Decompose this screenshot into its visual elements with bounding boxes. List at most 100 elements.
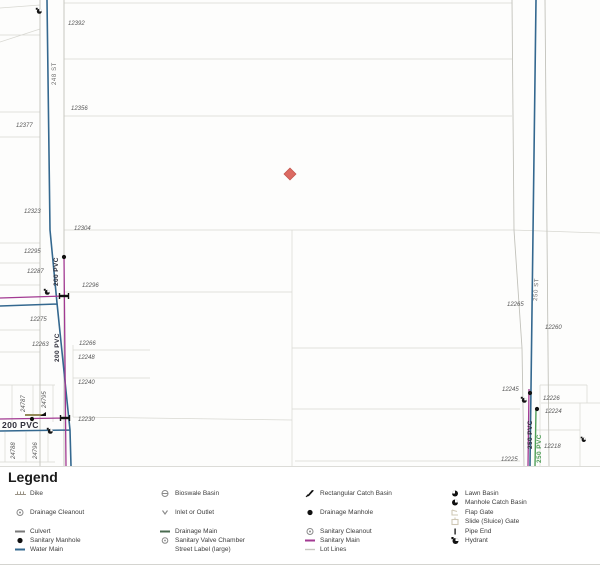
legend-label: Street Label (large) <box>175 546 231 553</box>
legend-column-1: Dike Drainage Cleanout Culvert Sanitary … <box>14 467 159 564</box>
parcel-label: 12226 <box>543 396 560 402</box>
selection-marker[interactable] <box>283 167 297 181</box>
pipe-size-label: 250 PVC <box>527 420 534 449</box>
legend-item-sanitary-main: Sanitary Main <box>304 536 360 545</box>
legend-item-hydrant: Hydrant <box>449 536 488 545</box>
legend-label: Flap Gate <box>465 509 494 516</box>
manhole-catch-basin-icon <box>449 498 462 507</box>
parcel-label: 12323 <box>24 209 41 215</box>
legend-label: Slide (Sluice) Gate <box>465 518 520 525</box>
legend-item-lawn-basin: Lawn Basin <box>449 489 499 498</box>
legend-label: Bioswale Basin <box>175 490 220 497</box>
culvert-icon <box>14 527 27 536</box>
inlet-or-outlet-icon <box>159 508 172 517</box>
hydrant-icon <box>520 396 527 403</box>
sanitary-main-icon <box>304 536 317 545</box>
legend-item-slide-sluice-gate: Slide (Sluice) Gate <box>449 517 519 526</box>
pipe-size-label: 200 PVC <box>54 333 61 362</box>
parcel-label: 12295 <box>24 249 41 255</box>
parcel-label: 12392 <box>68 21 85 27</box>
street-label: 248 ST <box>52 62 58 85</box>
legend-label: Sanitary Manhole <box>30 537 81 544</box>
parcel-label: 12260 <box>545 325 562 331</box>
legend-label: Inlet or Outlet <box>175 509 215 516</box>
legend-item-dike: Dike <box>14 489 43 498</box>
lawn-basin-icon <box>580 436 586 442</box>
legend-label: Lawn Basin <box>465 490 499 497</box>
water-main-lines <box>0 0 537 467</box>
street-label: 250 ST <box>533 278 541 301</box>
parcel-label: 12245 <box>502 387 519 393</box>
water-main-icon <box>14 545 27 554</box>
parcel-label: 12356 <box>71 106 88 112</box>
legend-title: Legend <box>8 469 58 485</box>
legend-item-drainage-manhole: Drainage Manhole <box>304 508 373 517</box>
parcel-label: 12377 <box>16 123 33 129</box>
legend-column-2: Bioswale Basin Inlet or Outlet Drainage … <box>159 467 304 564</box>
drainage-manhole-icon <box>304 508 317 517</box>
parcel-label: 12287 <box>27 269 44 275</box>
legend-label: Manhole Catch Basin <box>465 499 527 506</box>
hydrant-icon <box>43 288 50 295</box>
parcel-label: 12218 <box>544 444 561 450</box>
map-canvas[interactable]: 12392 12356 12377 12323 12304 12295 12287 12296… <box>0 0 600 467</box>
legend-item-water-main: Water Main <box>14 545 63 554</box>
map-viewport[interactable]: 12392 12356 12377 12323 12304 12295 12287 12296… <box>0 0 600 467</box>
drainage-main-icon <box>159 527 172 536</box>
legend-item-culvert: Culvert <box>14 527 51 536</box>
parcel-label: 24796 <box>33 442 39 460</box>
parcel-label: 12240 <box>78 380 95 386</box>
legend-column-4: Lawn Basin Manhole Catch Basin Flap Gate… <box>449 467 599 564</box>
slide-sluice-gate-icon <box>449 517 462 526</box>
legend-panel: Legend Dike Drainage Cleanout Culvert Sa… <box>0 466 600 565</box>
sanitary-manhole-icon <box>14 536 27 545</box>
legend-label: Rectangular Catch Basin <box>320 490 392 497</box>
legend-label: Drainage Cleanout <box>30 509 85 516</box>
hydrant-icon <box>35 7 42 14</box>
flap-gate-icon <box>449 508 462 517</box>
legend-label: Culvert <box>30 528 51 535</box>
legend-item-manhole-catch-basin: Manhole Catch Basin <box>449 498 527 507</box>
no-icon <box>159 545 172 554</box>
drainage-cleanout-icon <box>14 508 27 517</box>
legend-label: Dike <box>30 490 44 497</box>
road-edges <box>39 0 550 467</box>
lot-lines <box>0 2 600 466</box>
lot-lines-icon <box>304 545 317 554</box>
manhole-icon <box>527 390 533 396</box>
legend-item-drainage-cleanout: Drainage Cleanout <box>14 508 84 517</box>
pipe-size-label: 200 PVC <box>53 257 60 286</box>
legend-item-bioswale-basin: Bioswale Basin <box>159 489 219 498</box>
parcel-label: 12266 <box>79 341 96 347</box>
legend-label: Water Main <box>30 546 63 553</box>
legend-item-drainage-main: Drainage Main <box>159 527 217 536</box>
legend-item-rectangular-catch-basin: Rectangular Catch Basin <box>304 489 392 498</box>
hydrant-icon <box>449 536 462 545</box>
parcel-label: 12296 <box>82 283 99 289</box>
drainage-main-line <box>534 408 537 467</box>
legend-column-3: Rectangular Catch Basin Drainage Manhole… <box>304 467 449 564</box>
pipe-size-label: 250 PVC <box>536 434 543 463</box>
parcel-label: 24795 <box>42 391 48 409</box>
parcel-label: 12225 <box>501 457 518 463</box>
legend-item-street-label-large: Street Label (large) <box>159 545 231 554</box>
sanitary-valve-chamber-icon <box>159 536 172 545</box>
map-label-layer: 12392 12356 12377 12323 12304 12295 12287 12296… <box>2 21 562 463</box>
parcel-label: 12265 <box>507 302 524 308</box>
parcel-label: 12275 <box>30 317 47 323</box>
legend-label: Sanitary Valve Chamber <box>175 537 245 544</box>
parcel-label: 12263 <box>32 342 49 348</box>
parcel-label: 24787 <box>21 395 27 413</box>
legend-item-sanitary-valve-chamber: Sanitary Valve Chamber <box>159 536 245 545</box>
pipe-end-icon <box>449 527 462 536</box>
drainage-manhole-icon <box>534 406 540 412</box>
legend-label: Drainage Manhole <box>320 509 374 516</box>
parcel-label: 12230 <box>78 417 95 423</box>
legend-item-inlet-or-outlet: Inlet or Outlet <box>159 508 214 517</box>
bioswale-basin-icon <box>159 489 172 498</box>
legend-item-sanitary-cleanout: Sanitary Cleanout <box>304 527 372 536</box>
rectangular-catch-basin-icon <box>304 489 317 498</box>
lawn-basin-icon <box>449 489 462 498</box>
parcel-label: 24788 <box>11 442 17 460</box>
